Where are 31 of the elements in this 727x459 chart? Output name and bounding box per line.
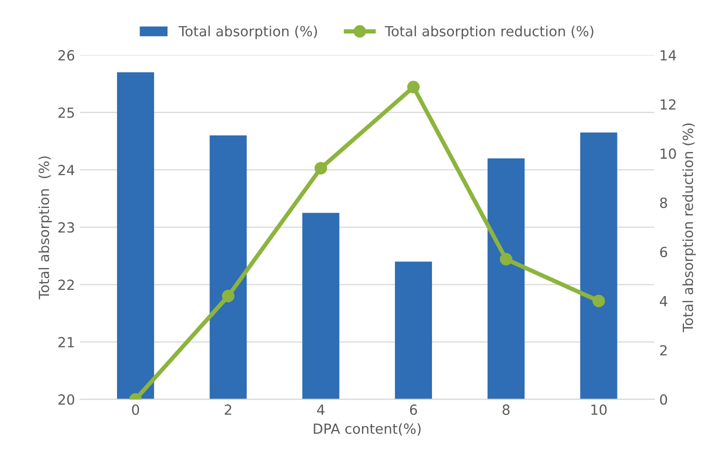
x-axis-title: DPA content(%) (314, 423, 421, 436)
point (592, 294, 605, 308)
point (407, 80, 420, 94)
point (314, 162, 328, 174)
y-tick-label: 25 (58, 107, 74, 118)
x-tick-label: 10 (591, 404, 607, 415)
legend-label: Total absorption (%) (178, 26, 317, 40)
y-tick-label: 23 (58, 222, 74, 233)
x-tick-label: 0 (132, 404, 140, 415)
y2-tick-label: 10 (660, 148, 676, 159)
point (500, 252, 512, 266)
legend-label: Total absorption reduction (%) (384, 26, 594, 40)
x-tick-label: 8 (502, 404, 510, 415)
y2-tick-label: 12 (660, 99, 676, 110)
y-tick-label: 26 (58, 50, 74, 61)
y-tick-label: 24 (58, 164, 74, 176)
y2-tick-label: 2 (660, 345, 667, 356)
y-axis-title: Total absorption (%) (38, 156, 52, 300)
y2-tick-label: 6 (660, 246, 668, 258)
y2-tick-label: 14 (660, 50, 676, 60)
y-tick-label: 22 (58, 280, 74, 290)
x-tick-label: 2 (224, 404, 232, 415)
y-tick-label: 21 (58, 336, 74, 348)
x-tick-label: 4 (317, 404, 324, 415)
y-tick-label: 20 (58, 394, 74, 405)
y2-tick-label: 4 (660, 296, 668, 306)
y2-tick-label: 0 (660, 394, 668, 405)
point (222, 290, 234, 302)
x-tick-label: 6 (410, 404, 417, 415)
y2-tick-label: 8 (660, 198, 668, 208)
y2-axis-title: Total absorption reduction (%) (682, 124, 696, 332)
